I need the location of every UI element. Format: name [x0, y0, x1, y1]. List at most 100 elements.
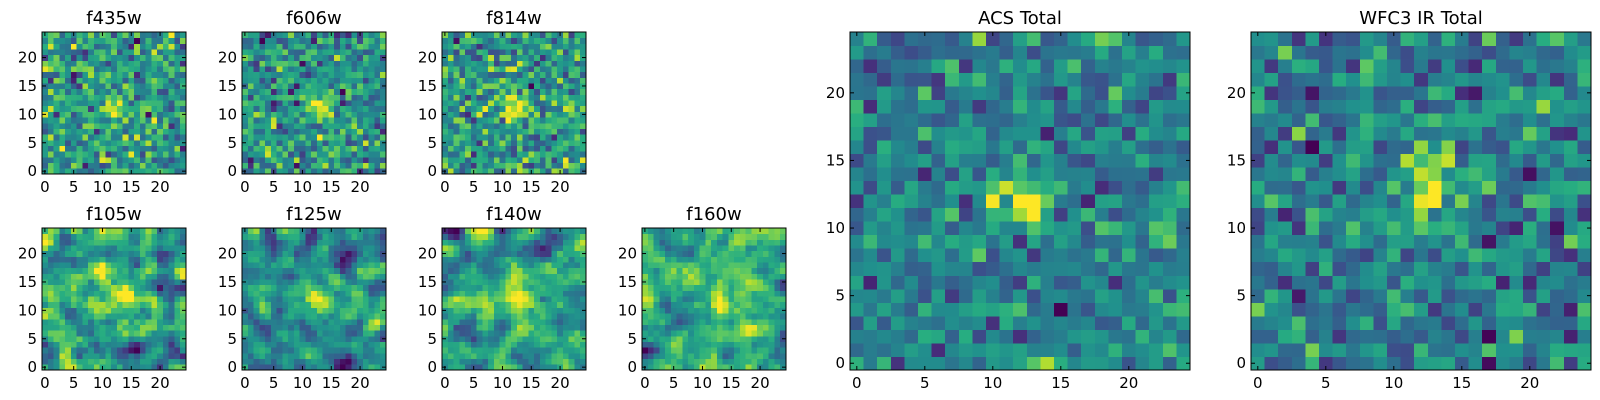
heatmap-cell	[162, 134, 170, 141]
heatmap-cell	[247, 37, 254, 44]
heatmap-cell	[568, 88, 575, 95]
heatmap-cell	[247, 151, 254, 158]
heatmap-cell	[958, 302, 973, 317]
heatmap-cell	[247, 128, 254, 135]
heatmap-cell	[528, 60, 535, 67]
heatmap-cell	[76, 239, 83, 246]
heatmap-cell	[328, 341, 335, 348]
heatmap-cell	[551, 301, 558, 308]
heatmap-cell	[653, 273, 660, 280]
heatmap-cell	[757, 324, 764, 331]
heatmap-cell	[580, 128, 587, 135]
heatmap-cell	[180, 156, 187, 164]
heatmap-cell	[59, 49, 66, 56]
heatmap-cell	[705, 233, 712, 240]
heatmap-cell	[447, 151, 454, 158]
heatmap-cell	[122, 267, 129, 274]
heatmap-cell	[659, 330, 666, 337]
heatmap-cell	[745, 290, 752, 297]
heatmap-cell	[351, 279, 358, 286]
heatmap-cell	[139, 341, 147, 348]
heatmap-cell	[368, 122, 375, 129]
heatmap-cell	[722, 250, 729, 257]
heatmap-cell	[93, 290, 100, 297]
heatmap-cell	[1054, 261, 1068, 276]
heatmap-cell	[522, 66, 529, 73]
heatmap-cell	[59, 324, 66, 331]
heatmap-cell	[65, 37, 72, 44]
heatmap-cell	[1149, 167, 1164, 182]
heatmap-cell	[316, 228, 324, 235]
heatmap-cell	[151, 71, 158, 78]
heatmap-cell	[522, 145, 529, 152]
heatmap-cell	[493, 128, 500, 135]
heatmap-cell	[534, 151, 541, 158]
heatmap-cell	[111, 347, 118, 354]
heatmap-cell	[128, 100, 135, 107]
heatmap-cell	[562, 347, 570, 354]
heatmap-cell	[76, 117, 83, 124]
heatmap-cell	[99, 341, 106, 348]
heatmap-cell	[780, 296, 787, 303]
heatmap-cell	[374, 307, 381, 314]
heatmap-cell	[316, 262, 324, 269]
heatmap-cell	[1108, 167, 1123, 182]
heatmap-cell	[699, 358, 706, 365]
heatmap-cell	[111, 49, 118, 56]
heatmap-cell	[693, 341, 700, 348]
heatmap-cell	[145, 313, 152, 320]
heatmap-cell	[647, 335, 654, 342]
heatmap-cell	[676, 330, 683, 337]
heatmap-cell	[699, 352, 706, 360]
heatmap-cell	[945, 302, 960, 317]
heatmap-cell	[311, 313, 318, 320]
heatmap-cell	[380, 43, 387, 50]
heatmap-cell	[282, 256, 289, 263]
heatmap-cell	[105, 151, 112, 158]
heatmap-cell	[693, 318, 700, 325]
heatmap-cell	[362, 290, 370, 297]
heatmap-cell	[688, 341, 695, 348]
heatmap-cell	[345, 313, 352, 320]
heatmap-cell	[557, 267, 564, 274]
heatmap-cell	[757, 273, 764, 280]
heatmap-cell	[247, 233, 254, 240]
heatmap-cell	[705, 262, 712, 269]
heatmap-cell	[653, 279, 660, 286]
heatmap-cell	[65, 273, 72, 280]
heatmap-cell	[70, 145, 77, 152]
heatmap-cell	[562, 83, 570, 90]
heatmap-cell	[711, 330, 718, 337]
heatmap-cell	[476, 347, 483, 354]
axes-frame	[441, 227, 587, 371]
x-tick-label: 15	[322, 374, 341, 392]
heatmap-cell	[488, 239, 495, 246]
heatmap-cell	[682, 245, 689, 252]
heatmap-cell	[945, 261, 960, 276]
heatmap-cell	[334, 364, 341, 371]
heatmap-cell	[482, 228, 489, 235]
heatmap-cell	[488, 267, 495, 274]
heatmap-cell	[122, 313, 129, 320]
heatmap-cell	[476, 54, 483, 61]
heatmap-cell	[82, 117, 89, 124]
heatmap-cell	[99, 83, 106, 90]
heatmap-cell	[653, 256, 660, 263]
heatmap-cell	[374, 43, 381, 50]
heatmap-cell	[247, 122, 254, 129]
heatmap-cell	[322, 256, 329, 263]
heatmap-cell	[259, 313, 266, 320]
heatmap-cell	[1040, 302, 1055, 317]
heatmap-cell	[328, 139, 335, 146]
panel-title: f606w	[286, 8, 341, 29]
heatmap-cell	[151, 128, 158, 135]
heatmap-cell	[931, 194, 946, 209]
heatmap-cell	[265, 94, 272, 101]
heatmap-cell	[253, 60, 260, 67]
heatmap-cell	[351, 352, 358, 360]
heatmap-cell	[53, 54, 60, 61]
heatmap-cell	[288, 364, 295, 371]
heatmap-cell	[157, 318, 164, 325]
heatmap-cell	[42, 347, 49, 354]
